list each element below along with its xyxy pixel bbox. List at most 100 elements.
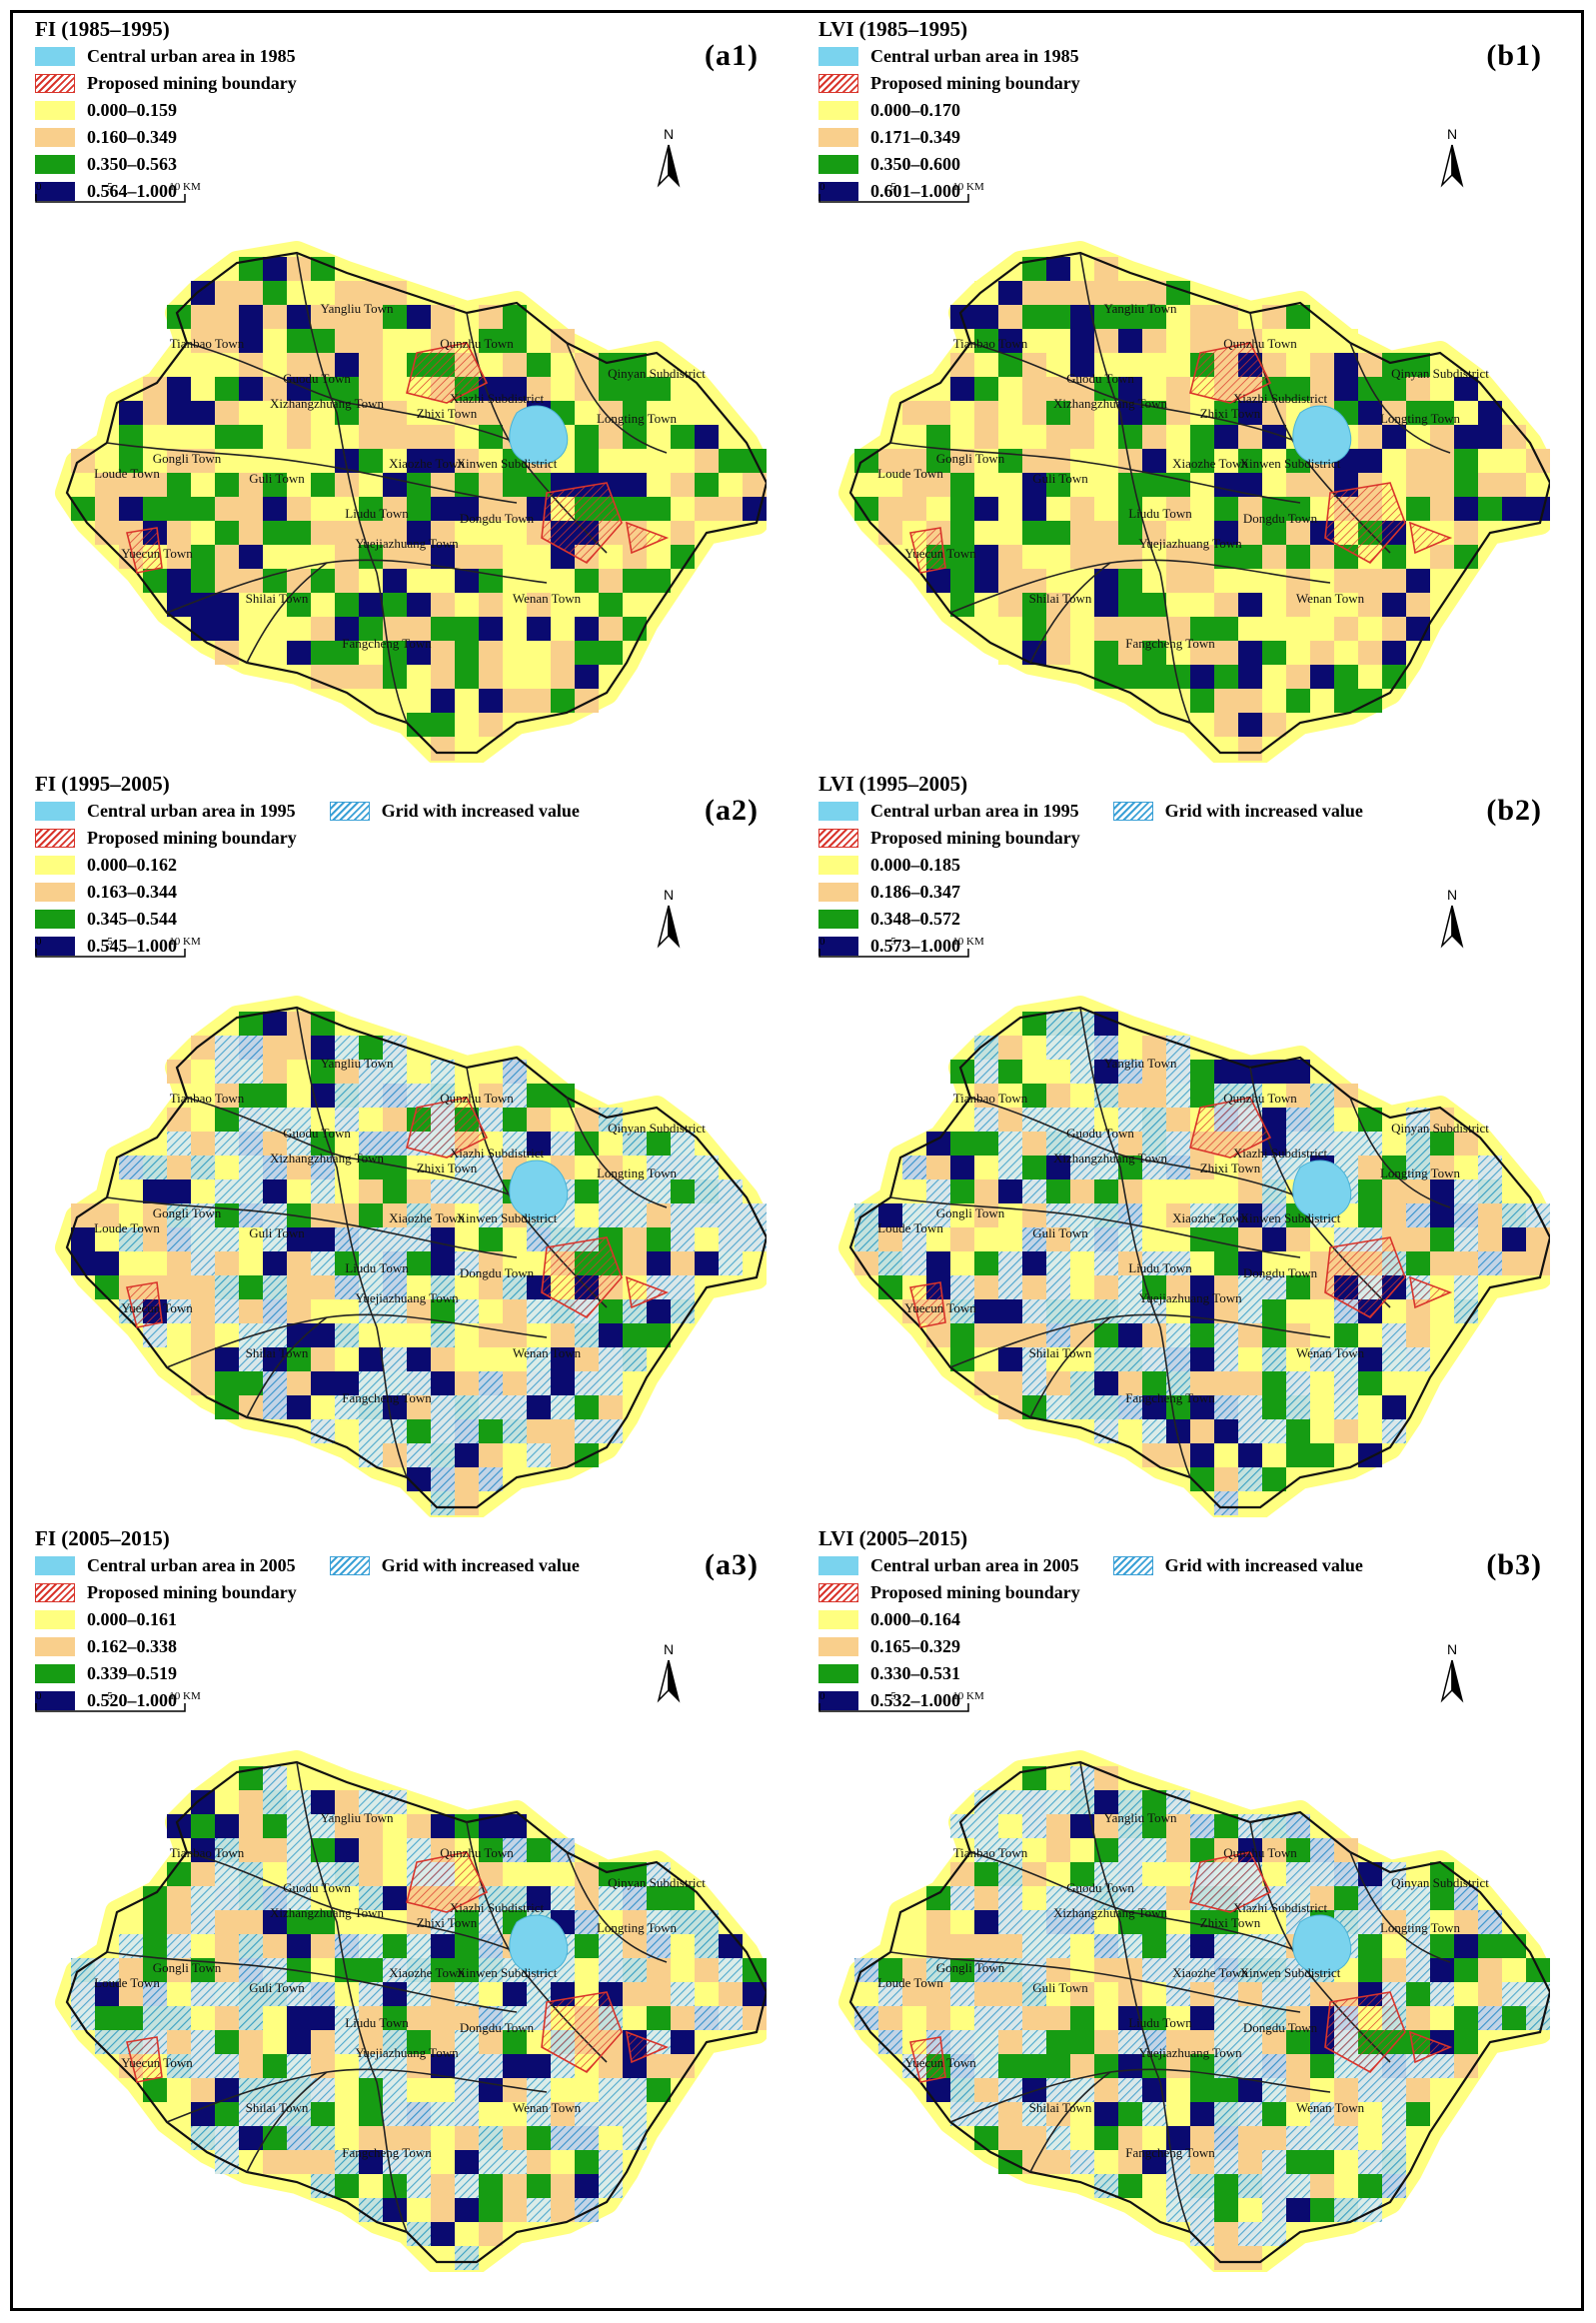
grid-cell xyxy=(503,545,527,569)
grid-cell xyxy=(1382,449,1406,473)
grid-cell xyxy=(695,425,719,449)
grid-cell xyxy=(311,593,335,617)
grid-cell xyxy=(1166,1395,1190,1419)
grid-cell-increased xyxy=(1118,2030,1142,2054)
class-label: 0.000–0.162 xyxy=(87,855,177,875)
grid-cell-increased xyxy=(383,1275,407,1299)
mining-label: Proposed mining boundary xyxy=(87,1582,297,1602)
grid-cell-increased xyxy=(647,1910,671,1934)
grid-cell-increased xyxy=(1310,1132,1334,1156)
grid-cell xyxy=(1022,1156,1046,1179)
grid-cell xyxy=(575,425,599,449)
grid-cell xyxy=(1238,2126,1262,2150)
grid-cell xyxy=(335,545,359,569)
grid-cell xyxy=(143,449,167,473)
grid-cell xyxy=(1262,593,1286,617)
grid-cell xyxy=(215,1910,239,1934)
map-panel-a1: FI (1985–1995) (a1) Central urban area in … xyxy=(17,13,798,768)
grid-cell xyxy=(1166,2006,1190,2030)
grid-cell xyxy=(119,1910,143,1934)
urban-year: 2005 xyxy=(1042,1555,1079,1575)
grid-cell xyxy=(191,1179,215,1203)
grid-cell-increased xyxy=(215,1179,239,1203)
town-label: Zhixi Town xyxy=(1200,406,1261,421)
grid-cell xyxy=(431,569,455,593)
grid-cell xyxy=(455,1203,479,1227)
legend: Central urban area in 1985 Proposed minin… xyxy=(35,43,297,205)
grid-cell-increased xyxy=(263,1156,287,1179)
grid-cell xyxy=(1382,1371,1406,1395)
grid-cell xyxy=(998,377,1022,401)
grid-cell xyxy=(998,1371,1022,1395)
grid-cell-increased xyxy=(1382,2078,1406,2102)
grid-cell-increased xyxy=(239,1982,263,2006)
grid-cell xyxy=(1022,497,1046,521)
grid-cell xyxy=(1454,449,1478,473)
grid-cell xyxy=(1334,1323,1358,1347)
grid-cell xyxy=(1118,1132,1142,1156)
grid-cell xyxy=(647,1886,671,1910)
grid-cell xyxy=(974,425,998,449)
grid-cell-increased xyxy=(1310,2102,1334,2126)
grid-cell-increased xyxy=(215,1060,239,1084)
town-label: Loude Town xyxy=(877,466,943,481)
grid-cell xyxy=(191,353,215,377)
town-label: Yuejiazhuang Town xyxy=(1138,536,1242,551)
grid-cell xyxy=(575,641,599,665)
grid-cell xyxy=(1334,593,1358,617)
grid-cell-increased xyxy=(263,1227,287,1251)
grid-cell xyxy=(998,2030,1022,2054)
grid-cell xyxy=(191,1323,215,1347)
town-label: Qinyan Subdistrict xyxy=(608,1121,706,1136)
grid-cell xyxy=(239,593,263,617)
grid-cell-increased xyxy=(1334,1371,1358,1395)
grid-cell xyxy=(1262,1299,1286,1323)
grid-cell xyxy=(311,1227,335,1251)
grid-cell xyxy=(1022,1036,1046,1060)
grid-cell xyxy=(974,1982,998,2006)
grid-cell-increased xyxy=(974,2102,998,2126)
grid-cell-increased xyxy=(359,1790,383,1814)
north-arrow-icon: N xyxy=(1440,126,1464,188)
grid-cell-increased xyxy=(1406,1934,1430,1958)
grid-cell xyxy=(1166,473,1190,497)
grid-cell xyxy=(1094,593,1118,617)
grid-cell xyxy=(1070,2006,1094,2030)
grid-cell-increased xyxy=(479,2054,503,2078)
grid-cell xyxy=(239,617,263,641)
town-label: Xiaozhe Town xyxy=(1172,1965,1248,1980)
grid-cell xyxy=(551,1419,575,1443)
town-label: Gongli Town xyxy=(153,451,222,466)
grid-cell xyxy=(311,665,335,689)
grid-cell xyxy=(974,1910,998,1934)
grid-cell xyxy=(359,2174,383,2198)
grid-cell xyxy=(311,281,335,305)
grid-cell xyxy=(287,1036,311,1060)
grid-cell-increased xyxy=(1286,2174,1310,2198)
grid-cell-increased xyxy=(191,1227,215,1251)
class-swatch xyxy=(818,128,858,147)
grid-cell-increased xyxy=(503,2150,527,2174)
grid-cell xyxy=(383,1814,407,1838)
grid-cell-increased xyxy=(335,2150,359,2174)
grid-cell xyxy=(335,1179,359,1203)
grid-cell xyxy=(287,401,311,425)
grid-cell-increased xyxy=(719,1227,743,1251)
scale-bar: 0 5 10 KM xyxy=(35,1690,201,1712)
grid-cell-increased xyxy=(974,1814,998,1838)
grid-cell xyxy=(1334,1886,1358,1910)
grid-cell-increased xyxy=(1334,1347,1358,1371)
grid-cell xyxy=(1022,281,1046,305)
grid-cell-increased xyxy=(263,1766,287,1790)
grid-cell xyxy=(878,1275,902,1299)
grid-cell xyxy=(623,2006,647,2030)
grid-cell xyxy=(1118,329,1142,353)
grid-cell xyxy=(407,1419,431,1443)
grid-cell-increased xyxy=(1022,1790,1046,1814)
grid-cell xyxy=(998,2054,1022,2078)
grid-cell xyxy=(287,1347,311,1371)
grid-cell-increased xyxy=(215,1227,239,1251)
grid-cell xyxy=(1142,665,1166,689)
grid-cell xyxy=(647,1982,671,2006)
